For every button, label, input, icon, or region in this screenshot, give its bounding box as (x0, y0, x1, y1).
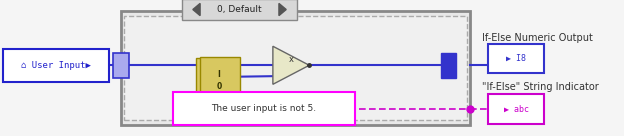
FancyBboxPatch shape (114, 53, 129, 78)
Text: ▶ I8: ▶ I8 (506, 54, 526, 63)
FancyBboxPatch shape (488, 94, 544, 124)
Polygon shape (273, 46, 310, 84)
Text: 0, Default: 0, Default (217, 5, 262, 14)
Text: ⌂ User Input▶: ⌂ User Input▶ (21, 61, 91, 70)
FancyBboxPatch shape (195, 58, 235, 96)
Text: The user input is not 5.: The user input is not 5. (211, 104, 316, 113)
Polygon shape (193, 3, 200, 16)
Polygon shape (279, 3, 286, 16)
FancyBboxPatch shape (3, 49, 109, 82)
Text: "If-Else" String Indicator: "If-Else" String Indicator (482, 82, 599, 92)
Text: x: x (288, 55, 293, 64)
FancyBboxPatch shape (441, 53, 456, 78)
Text: I: I (218, 70, 220, 79)
Text: ▶ abc: ▶ abc (504, 104, 529, 113)
Text: 0: 0 (217, 82, 222, 91)
FancyBboxPatch shape (488, 44, 544, 73)
FancyBboxPatch shape (173, 92, 354, 125)
FancyBboxPatch shape (182, 0, 297, 20)
Text: If-Else Numeric Output: If-Else Numeric Output (482, 33, 593, 43)
FancyBboxPatch shape (124, 16, 467, 120)
FancyBboxPatch shape (200, 57, 240, 95)
FancyBboxPatch shape (121, 11, 470, 125)
